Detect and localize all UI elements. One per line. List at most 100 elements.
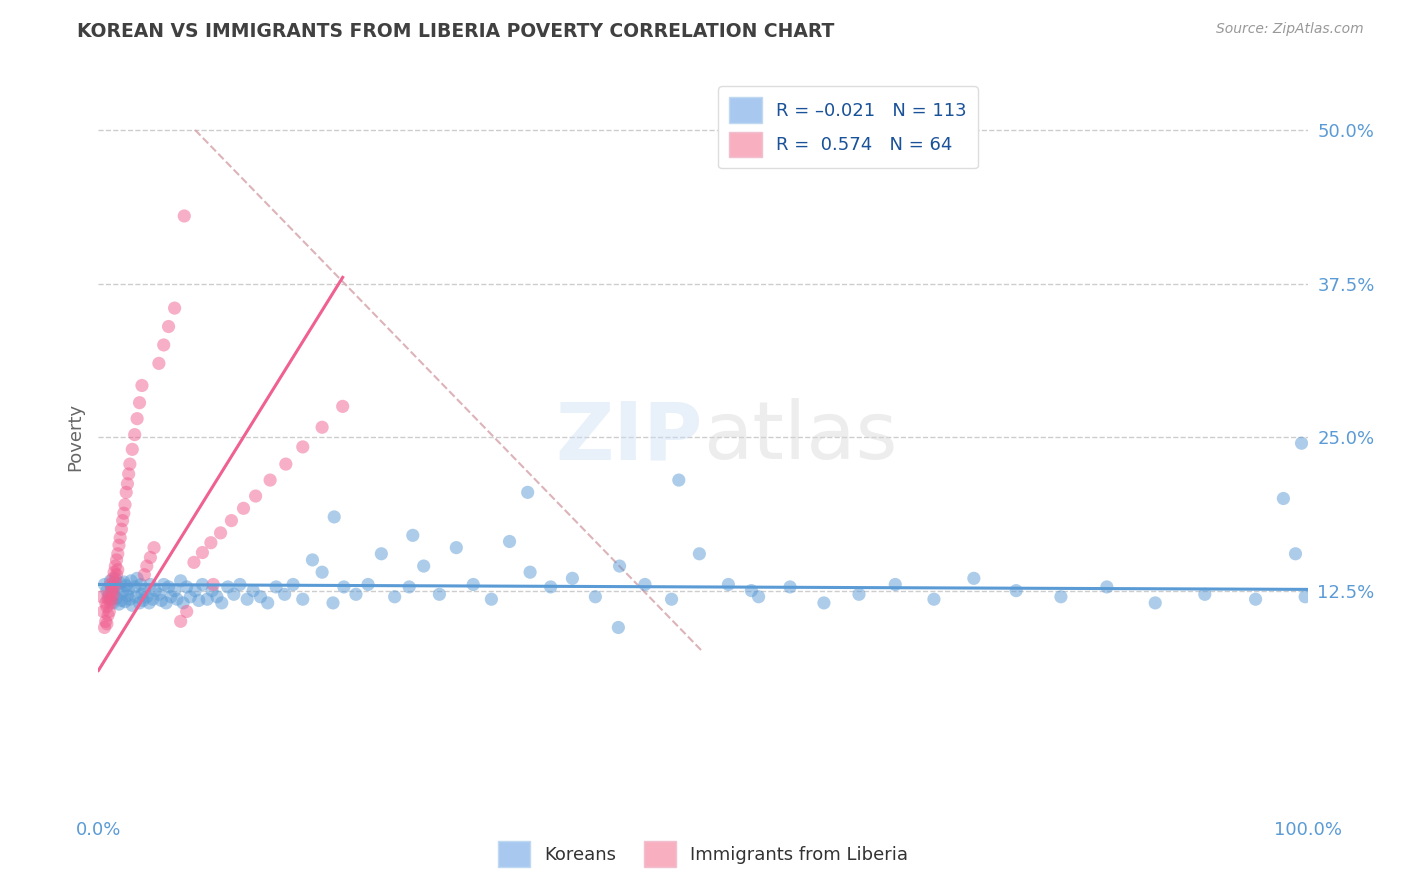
- Point: [124, 427, 146, 442]
- Point: [157, 580, 180, 594]
- Point: [114, 595, 136, 609]
- Point: [118, 457, 141, 471]
- Point: [97, 590, 120, 604]
- Point: [98, 605, 121, 619]
- Point: [1284, 547, 1306, 561]
- Point: [1194, 587, 1216, 601]
- Point: [118, 467, 141, 481]
- Point: [1244, 592, 1267, 607]
- Point: [222, 587, 245, 601]
- Point: [105, 553, 128, 567]
- Point: [100, 577, 122, 591]
- Point: [205, 590, 228, 604]
- Point: [155, 596, 177, 610]
- Legend: R = –0.021   N = 113, R =  0.574   N = 64: R = –0.021 N = 113, R = 0.574 N = 64: [718, 87, 977, 169]
- Point: [101, 587, 124, 601]
- Point: [281, 577, 304, 591]
- Point: [748, 590, 770, 604]
- Point: [370, 547, 392, 561]
- Point: [132, 593, 155, 607]
- Point: [848, 587, 870, 601]
- Point: [242, 583, 264, 598]
- Point: [128, 395, 150, 409]
- Point: [232, 501, 254, 516]
- Point: [311, 565, 333, 579]
- Point: [609, 559, 631, 574]
- Point: [195, 592, 218, 607]
- Point: [124, 580, 146, 594]
- Point: [176, 605, 198, 619]
- Point: [103, 580, 125, 594]
- Point: [100, 592, 122, 607]
- Point: [96, 616, 118, 631]
- Point: [481, 592, 503, 607]
- Point: [108, 597, 131, 611]
- Point: [209, 525, 232, 540]
- Point: [105, 591, 128, 605]
- Point: [96, 599, 118, 614]
- Point: [173, 209, 195, 223]
- Point: [117, 476, 139, 491]
- Point: [150, 593, 173, 607]
- Point: [148, 587, 170, 601]
- Point: [384, 590, 406, 604]
- Point: [200, 535, 222, 549]
- Point: [176, 580, 198, 594]
- Point: [245, 489, 267, 503]
- Y-axis label: Poverty: Poverty: [66, 403, 84, 471]
- Point: [1095, 580, 1118, 594]
- Point: [236, 592, 259, 607]
- Point: [398, 580, 420, 594]
- Text: ZIP: ZIP: [555, 398, 703, 476]
- Point: [323, 510, 346, 524]
- Point: [179, 590, 201, 604]
- Point: [922, 592, 945, 607]
- Point: [256, 596, 278, 610]
- Point: [129, 577, 152, 591]
- Point: [120, 574, 142, 588]
- Point: [128, 596, 150, 610]
- Point: [139, 550, 162, 565]
- Point: [187, 593, 209, 607]
- Point: [115, 579, 138, 593]
- Point: [332, 400, 354, 414]
- Point: [104, 574, 127, 589]
- Point: [110, 522, 132, 536]
- Point: [131, 378, 153, 392]
- Point: [412, 559, 434, 574]
- Point: [138, 596, 160, 610]
- Point: [169, 615, 191, 629]
- Point: [108, 531, 131, 545]
- Point: [561, 571, 583, 585]
- Point: [202, 577, 225, 591]
- Point: [1144, 596, 1167, 610]
- Point: [111, 585, 134, 599]
- Point: [139, 577, 162, 591]
- Text: Source: ZipAtlas.com: Source: ZipAtlas.com: [1216, 22, 1364, 37]
- Point: [184, 583, 207, 598]
- Point: [264, 580, 287, 594]
- Point: [148, 356, 170, 370]
- Point: [583, 590, 606, 604]
- Point: [108, 576, 131, 591]
- Point: [166, 592, 188, 607]
- Point: [688, 547, 710, 561]
- Point: [498, 534, 520, 549]
- Point: [121, 599, 143, 613]
- Point: [117, 589, 139, 603]
- Point: [157, 319, 180, 334]
- Point: [1050, 590, 1073, 604]
- Point: [779, 580, 801, 594]
- Point: [134, 583, 156, 598]
- Point: [100, 592, 122, 607]
- Point: [344, 587, 367, 601]
- Point: [135, 590, 157, 604]
- Point: [115, 485, 138, 500]
- Point: [107, 563, 129, 577]
- Point: [429, 587, 451, 601]
- Point: [229, 577, 252, 591]
- Point: [111, 514, 134, 528]
- Point: [135, 559, 157, 574]
- Point: [519, 565, 541, 579]
- Point: [169, 574, 191, 588]
